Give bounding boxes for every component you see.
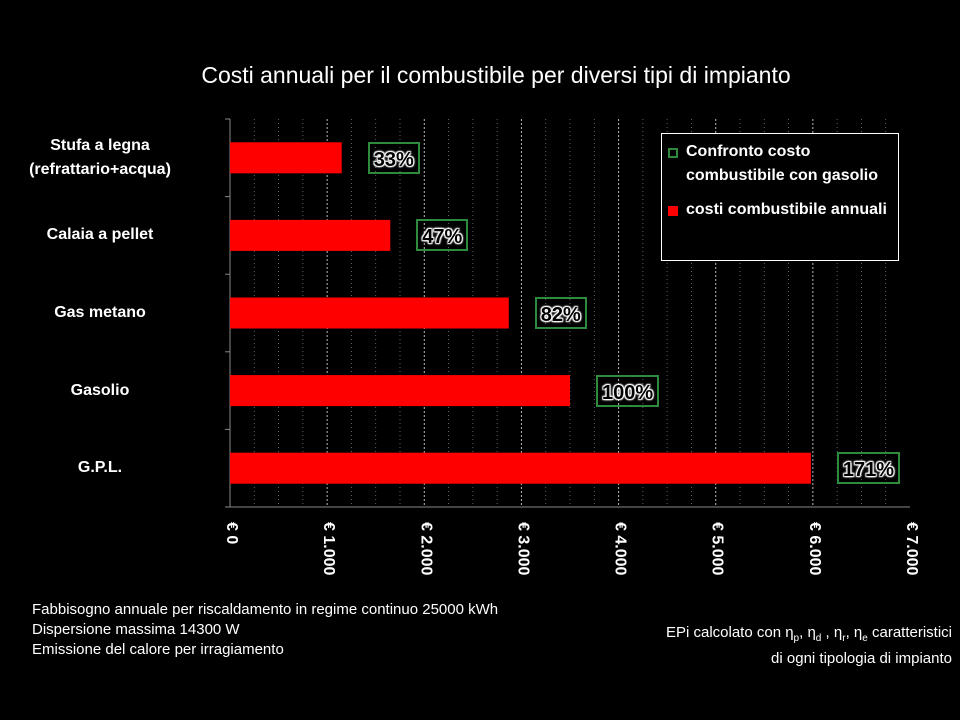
x-tick-label-7: € 7.000 — [903, 522, 920, 576]
x-tick-label-3: € 3.000 — [514, 522, 532, 576]
comparison-label-0: 33% — [367, 141, 420, 174]
x-tick-label-0: € 0 — [223, 522, 240, 545]
notes-left: Fabbisogno annuale per riscaldamento in … — [32, 600, 498, 660]
category-label-4: G.P.L. — [77, 459, 123, 477]
bar-4 — [230, 452, 811, 484]
comparison-label-3: 100% — [596, 374, 660, 407]
comparison-label-2: 82% — [534, 297, 587, 329]
chart-title: Costi annuali per il combustibile per di… — [201, 62, 791, 88]
note-epi-line2: di ogni tipologia di impianto — [771, 650, 952, 667]
legend-label-comparison: Confronto costo combustibile con gasolio — [686, 143, 879, 184]
legend-item-annual-cost: costi combustibile annuali — [668, 198, 894, 222]
notes-right: EPi calcolato con ηp, ηd , ηr, ηe caratt… — [532, 623, 952, 669]
category-label-0: Stufa a legna (refrattario+acqua) — [29, 136, 171, 178]
bar-0 — [230, 142, 342, 174]
x-tick-label-6: € 6.000 — [805, 522, 823, 576]
note-epi: EPi calcolato con ηp, ηd , ηr, ηe caratt… — [665, 624, 952, 644]
category-label-2: Gas metano — [54, 304, 146, 321]
x-tick-label-4: € 4.000 — [611, 522, 629, 576]
bar-1 — [230, 219, 391, 251]
legend-swatch-annual-cost — [668, 206, 678, 216]
comparison-label-4: 171% — [836, 452, 901, 485]
legend-item-comparison: Confronto costo combustibile con gasolio — [668, 140, 894, 188]
comparison-label-1: 47% — [416, 219, 469, 252]
bar-3 — [230, 375, 570, 407]
category-label-1: Calaia a pellet — [46, 226, 154, 244]
note-dispersion: Dispersione massima 14300 W — [32, 621, 240, 638]
note-emission: Emissione del calore per irragiamento — [32, 641, 284, 658]
legend-label-annual-cost: costi combustibile annuali — [686, 201, 887, 218]
x-tick-label-1: € 1.000 — [320, 522, 338, 576]
legend-swatch-comparison — [668, 148, 678, 158]
x-tick-label-5: € 5.000 — [708, 522, 726, 576]
bar-2 — [230, 297, 509, 329]
note-requirement: Fabbisogno annuale per riscaldamento in … — [32, 601, 499, 618]
legend: Confronto costo combustibile con gasolio… — [661, 133, 899, 261]
category-label-3: Gasolio — [70, 381, 130, 399]
x-tick-label-2: € 2.000 — [417, 522, 435, 576]
